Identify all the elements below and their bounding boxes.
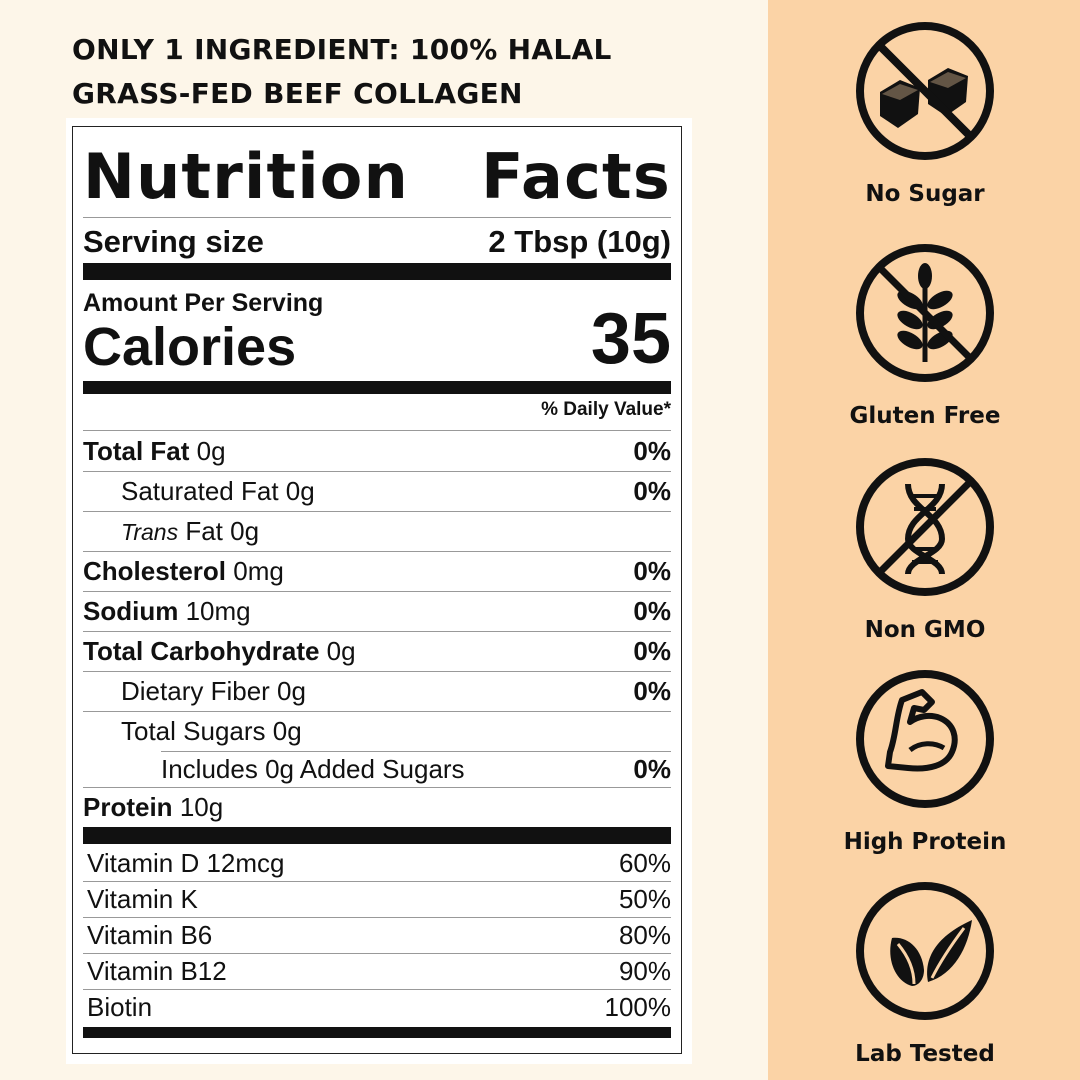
nutrition-facts-title: Nutrition Facts bbox=[83, 145, 671, 209]
vitamin-row-b12: Vitamin B12 90% bbox=[83, 953, 671, 989]
nutrient-name: Dietary Fiber 0g bbox=[121, 675, 306, 706]
nutrient-name: Sodium bbox=[83, 595, 179, 626]
thick-divider bbox=[83, 263, 671, 280]
nutrient-amount: 0g bbox=[196, 435, 226, 466]
divider bbox=[83, 953, 671, 954]
vitamin-name: Vitamin B12 bbox=[87, 955, 227, 986]
divider bbox=[83, 881, 671, 882]
dna-crossed-icon bbox=[856, 458, 994, 596]
divider bbox=[83, 671, 671, 672]
nutrient-pct: 0% bbox=[633, 595, 671, 626]
serving-label: Serving size bbox=[83, 224, 264, 259]
divider bbox=[83, 711, 671, 712]
badge-label: Non GMO bbox=[864, 617, 986, 643]
nutrient-name: Fat 0g bbox=[185, 515, 260, 546]
vitamin-name: Vitamin D 12mcg bbox=[87, 847, 285, 878]
badge-label: High Protein bbox=[843, 829, 1007, 855]
divider bbox=[83, 787, 671, 788]
vitamin-pct: 60% bbox=[618, 847, 671, 878]
nutrient-pct: 0% bbox=[633, 675, 671, 706]
vitamin-pct: 50% bbox=[618, 883, 671, 914]
nutrient-row-trans-fat: Trans Fat 0g bbox=[83, 511, 671, 551]
nutrient-pct: 0% bbox=[633, 753, 671, 784]
nutrient-row-protein: Protein 10g bbox=[83, 787, 671, 827]
daily-value-header: % Daily Value* bbox=[541, 399, 671, 420]
nutrient-amount: 10g bbox=[179, 791, 224, 822]
nutrient-name: Protein bbox=[83, 791, 173, 822]
nutrient-row-added-sugars: Includes 0g Added Sugars 0% bbox=[83, 749, 671, 789]
calories-label: Calories bbox=[83, 317, 297, 377]
divider bbox=[83, 551, 671, 552]
nutrient-row-dietary-fiber: Dietary Fiber 0g 0% bbox=[83, 671, 671, 711]
nutrition-label-card: Nutrition Facts Serving size 2 Tbsp (10g… bbox=[66, 118, 692, 1064]
badge-panel bbox=[768, 0, 1080, 1080]
badge-lab-tested: Lab Tested bbox=[818, 878, 1032, 1067]
divider bbox=[83, 591, 671, 592]
badge-gluten-free: Gluten Free bbox=[818, 240, 1032, 429]
headline-line-2: GRASS-FED BEEF COLLAGEN bbox=[72, 77, 523, 110]
vitamin-name: Biotin bbox=[87, 991, 153, 1022]
sugar-cubes-crossed-icon bbox=[856, 22, 994, 160]
divider bbox=[161, 751, 671, 752]
headline: ONLY 1 INGREDIENT: 100% HALAL GRASS-FED … bbox=[72, 28, 732, 116]
nutrient-row-total-fat: Total Fat 0g 0% bbox=[83, 431, 671, 471]
vitamin-pct: 90% bbox=[618, 955, 671, 986]
title-right: Facts bbox=[481, 140, 671, 213]
vitamin-pct: 100% bbox=[604, 991, 672, 1022]
thick-divider bbox=[83, 827, 671, 844]
nutrient-name: Saturated Fat 0g bbox=[121, 475, 315, 506]
nutrient-row-total-carbohydrate: Total Carbohydrate 0g 0% bbox=[83, 631, 671, 671]
nutrient-row-saturated-fat: Saturated Fat 0g 0% bbox=[83, 471, 671, 511]
vitamin-row-d: Vitamin D 12mcg 60% bbox=[83, 845, 671, 881]
nutrient-name: Cholesterol bbox=[83, 555, 227, 586]
flexed-arm-icon bbox=[856, 670, 994, 808]
badge-label: Lab Tested bbox=[855, 1041, 995, 1067]
vitamin-row-biotin: Biotin 100% bbox=[83, 989, 671, 1025]
title-left: Nutrition bbox=[83, 140, 409, 213]
nutrient-amount: 0mg bbox=[233, 555, 284, 586]
nutrient-name-italic: Trans bbox=[121, 518, 179, 545]
divider bbox=[83, 430, 671, 431]
nutrient-name: Total Carbohydrate bbox=[83, 635, 320, 666]
leaves-icon bbox=[856, 882, 994, 1020]
badge-label: Gluten Free bbox=[849, 403, 1001, 429]
nutrient-name: Total Fat bbox=[83, 435, 190, 466]
divider bbox=[83, 511, 671, 512]
divider bbox=[83, 989, 671, 990]
nutrient-pct: 0% bbox=[633, 555, 671, 586]
nutrient-name: Includes 0g Added Sugars bbox=[161, 753, 465, 784]
badge-no-sugar: No Sugar bbox=[818, 18, 1032, 207]
badge-high-protein: High Protein bbox=[818, 666, 1032, 855]
nutrient-row-cholesterol: Cholesterol 0mg 0% bbox=[83, 551, 671, 591]
vitamin-row-k: Vitamin K 50% bbox=[83, 881, 671, 917]
divider bbox=[83, 217, 671, 218]
serving-value: 2 Tbsp (10g) bbox=[488, 224, 671, 259]
nutrient-pct: 0% bbox=[633, 475, 671, 506]
vitamin-pct: 80% bbox=[618, 919, 671, 950]
nutrient-name: Total Sugars 0g bbox=[121, 715, 302, 746]
nutrient-pct: 0% bbox=[633, 635, 671, 666]
nutrition-label: Nutrition Facts Serving size 2 Tbsp (10g… bbox=[72, 126, 682, 1054]
vitamin-name: Vitamin K bbox=[87, 883, 198, 914]
calories-value: 35 bbox=[590, 299, 671, 379]
badge-label: No Sugar bbox=[865, 181, 985, 207]
nutrient-pct: 0% bbox=[633, 435, 671, 466]
wheat-crossed-icon bbox=[856, 244, 994, 382]
nutrient-row-total-sugars: Total Sugars 0g bbox=[83, 711, 671, 751]
headline-line-1: ONLY 1 INGREDIENT: 100% HALAL bbox=[72, 33, 612, 66]
divider bbox=[83, 631, 671, 632]
nutrient-amount: 0g bbox=[326, 635, 356, 666]
divider bbox=[83, 917, 671, 918]
vitamin-name: Vitamin B6 bbox=[87, 919, 213, 950]
badge-non-gmo: Non GMO bbox=[818, 454, 1032, 643]
thick-divider bbox=[83, 1027, 671, 1038]
serving-size-row: Serving size 2 Tbsp (10g) bbox=[83, 221, 671, 263]
vitamin-row-b6: Vitamin B6 80% bbox=[83, 917, 671, 953]
amount-per-serving: Amount Per Serving bbox=[83, 289, 324, 317]
thick-divider bbox=[83, 381, 671, 394]
nutrient-amount: 10mg bbox=[185, 595, 251, 626]
nutrient-row-sodium: Sodium 10mg 0% bbox=[83, 591, 671, 631]
divider bbox=[83, 471, 671, 472]
